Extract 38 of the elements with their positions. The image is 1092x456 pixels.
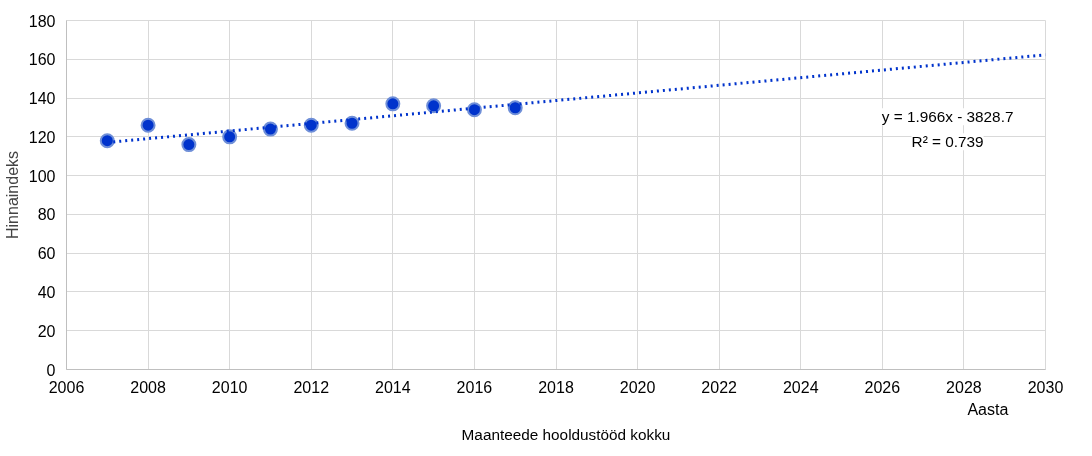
y-tick-label: 120	[28, 128, 56, 146]
x-tick-label: 2012	[293, 378, 330, 396]
y-tick-label: 100	[28, 167, 56, 185]
x-tick-label: 2030	[1027, 378, 1064, 396]
point	[99, 133, 115, 149]
x-tick-label: 2028	[946, 378, 982, 396]
x-tick-label: 2006	[48, 378, 85, 396]
y-tick-label: 40	[37, 283, 56, 301]
annotation: R² = 0.739	[911, 133, 984, 151]
point	[426, 98, 442, 114]
point	[507, 100, 523, 116]
x-tick-label: 2020	[619, 378, 656, 396]
x-axis-title: Aasta	[967, 401, 1009, 418]
point	[181, 137, 197, 153]
point	[466, 102, 482, 118]
y-tick-label: 140	[28, 90, 56, 108]
point	[344, 115, 360, 131]
point	[140, 117, 156, 133]
y-tick-label: 20	[37, 322, 56, 340]
y-tick-label: 80	[37, 206, 56, 224]
x-tick-label: 2014	[375, 378, 411, 396]
y-tick-label: 160	[28, 51, 56, 69]
y-tick-label: 180	[28, 12, 56, 30]
y-axis-title: Hinnaindeks	[3, 150, 21, 240]
point	[385, 96, 401, 112]
y-tick-label: 60	[37, 245, 56, 263]
annotation: y = 1.966x - 3828.7	[881, 108, 1014, 126]
text: Maanteede hooldustööd kokku	[461, 426, 671, 444]
x-tick-label: 2016	[456, 378, 493, 396]
point	[222, 129, 238, 145]
point	[303, 117, 319, 133]
x-tick-label: 2010	[211, 378, 248, 396]
x-tick-label: 2026	[864, 378, 901, 396]
x-tick-label: 2022	[701, 378, 738, 396]
x-tick-label: 2008	[130, 378, 166, 396]
x-tick-label: 2024	[782, 378, 819, 396]
y-tick-label: 0	[46, 361, 56, 379]
x-tick-label: 2018	[538, 378, 574, 396]
